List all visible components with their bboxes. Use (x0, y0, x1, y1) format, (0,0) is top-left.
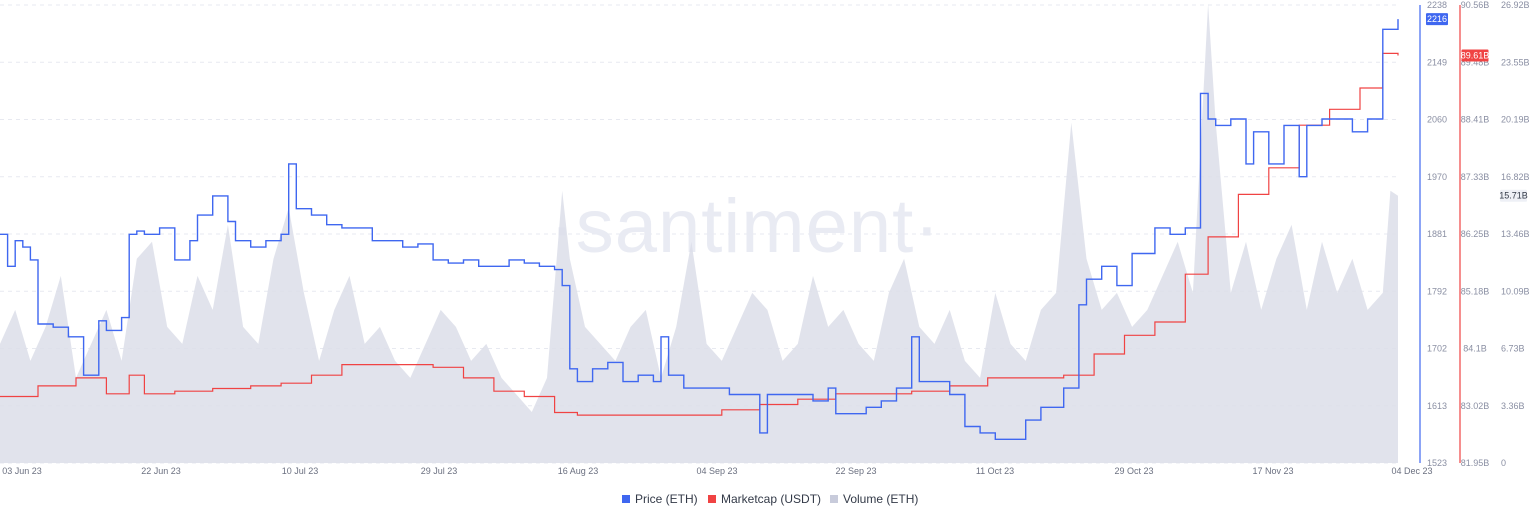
marketcap-tick-label: 84.1B (1463, 344, 1487, 354)
marketcap-series (0, 52, 1399, 416)
price-tick-label: 1523 (1427, 458, 1447, 468)
legend-swatch (622, 495, 630, 503)
x-tick-label: 17 Nov 23 (1252, 466, 1293, 476)
volume-tick-label: 10.09B (1501, 286, 1530, 296)
volume-current-label: 15.71B (1499, 191, 1528, 201)
marketcap-tick-label: 88.41B (1461, 115, 1490, 125)
legend-label: Price (ETH) (635, 492, 698, 506)
price-tick-label: 1881 (1427, 229, 1447, 239)
volume-tick-label: 23.55B (1501, 57, 1530, 67)
x-tick-label: 11 Oct 23 (976, 466, 1014, 476)
legend-swatch (830, 495, 838, 503)
volume-tick-label: 20.19B (1501, 115, 1530, 125)
x-axis-ticks: 03 Jun 23 22 Jun 23 10 Jul 23 29 Jul 23 16 A… (2, 466, 1432, 476)
price-current-badge (1426, 13, 1448, 26)
x-tick-label: 22 Jun 23 (141, 466, 181, 476)
watermark-text: ·santiment· (549, 184, 940, 269)
volume-current-badge (1500, 189, 1527, 202)
legend-label: Marketcap (USDT) (721, 492, 821, 506)
marketcap-current-badge (1461, 49, 1489, 62)
volume-tick-label: 13.46B (1501, 229, 1530, 239)
volume-tick-label: 3.36B (1501, 401, 1525, 411)
volume-series (0, 3, 1398, 463)
x-tick-label: 10 Jul 23 (282, 466, 319, 476)
marketcap-tick-label: 89.48B (1461, 57, 1490, 67)
marketcap-tick-label: 81.95B (1461, 458, 1490, 468)
x-tick-label: 04 Dec 23 (1391, 466, 1432, 476)
price-tick-label: 2060 (1427, 115, 1447, 125)
marketcap-tick-label: 87.33B (1461, 172, 1490, 182)
volume-tick-label: 16.82B (1501, 172, 1530, 182)
marketcap-tick-label: 90.56B (1461, 0, 1490, 10)
price-current-label: 2216 (1427, 14, 1447, 24)
marketcap-tick-label: 85.18B (1461, 286, 1490, 296)
legend-label: Volume (ETH) (843, 492, 918, 506)
x-tick-label: 04 Sep 23 (696, 466, 737, 476)
x-tick-label: 29 Jul 23 (421, 466, 458, 476)
price-series (0, 19, 1399, 440)
x-tick-label: 16 Aug 23 (558, 466, 599, 476)
marketcap-tick-label: 83.02B (1461, 401, 1490, 411)
marketcap-current-label: 89.61B (1461, 51, 1490, 61)
legend: Price (ETH) Marketcap (USDT) Volume (ETH) (622, 492, 918, 506)
x-tick-label: 03 Jun 23 (2, 466, 42, 476)
volume-tick-label: 26.92B (1501, 0, 1530, 10)
volume-area (0, 3, 1398, 463)
x-tick-label: 22 Sep 23 (835, 466, 876, 476)
price-tick-label: 1702 (1427, 344, 1447, 354)
price-tick-label: 1613 (1427, 401, 1447, 411)
x-tick-label: 29 Oct 23 (1114, 466, 1153, 476)
volume-tick-label: 0 (1501, 458, 1506, 468)
marketcap-line (0, 52, 1399, 416)
axes: 2238 2149 2060 1970 1881 1792 1702 1613 1523 2216… (1419, 0, 1530, 468)
price-tick-label: 1792 (1427, 286, 1447, 296)
volume-tick-label: 6.73B (1501, 344, 1525, 354)
marketcap-tick-label: 86.25B (1461, 229, 1490, 239)
price-tick-label: 1970 (1427, 172, 1447, 182)
legend-swatch (708, 495, 716, 503)
price-tick-label: 2238 (1427, 0, 1447, 10)
price-tick-label: 2149 (1427, 57, 1447, 67)
price-line (0, 19, 1399, 440)
